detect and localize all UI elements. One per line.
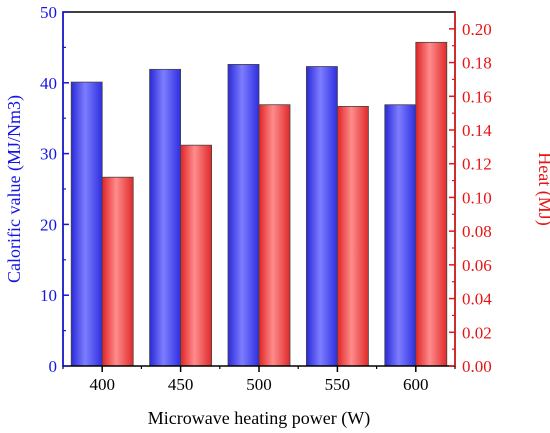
x-tick-label: 450 bbox=[168, 375, 194, 394]
y-right-tick-label: 0.02 bbox=[462, 323, 492, 342]
y-right-tick-label: 0.12 bbox=[462, 155, 492, 174]
y-left-tick-label: 20 bbox=[40, 215, 57, 234]
y-right-tick-label: 0.18 bbox=[462, 54, 492, 73]
y-right-tick-label: 0.14 bbox=[462, 121, 492, 140]
y-left-tick-label: 30 bbox=[40, 145, 57, 164]
bar-left-400 bbox=[70, 81, 103, 367]
y-right-tick-label: 0.16 bbox=[462, 87, 492, 106]
y-left-tick-label: 50 bbox=[40, 3, 57, 22]
y-right-tick-label: 0.08 bbox=[462, 222, 492, 241]
bar-left-600 bbox=[384, 104, 417, 367]
bar-right-500 bbox=[258, 104, 291, 367]
y-left-tick-label: 40 bbox=[40, 74, 57, 93]
y-right-tick-label: 0.10 bbox=[462, 188, 492, 207]
left-axis: 0 10 20 30 40 50 bbox=[40, 3, 69, 376]
y-left-tick-label: 10 bbox=[40, 286, 57, 305]
bar-right-400 bbox=[101, 176, 134, 367]
right-axis: 0.00 0.02 0.04 0.06 0.08 0.10 0.12 0.14 0.16 0.18… bbox=[449, 12, 492, 376]
bar-right-450 bbox=[180, 144, 213, 367]
x-axis-title: Microwave heating power (W) bbox=[148, 408, 370, 429]
y-axis-right-title: Heat (MJ) bbox=[534, 152, 550, 225]
x-tick-label: 600 bbox=[403, 375, 429, 394]
bars-group bbox=[70, 41, 448, 367]
y-axis-left-title: Calorific value (MJ/Nm3) bbox=[4, 95, 25, 283]
x-tick-label: 550 bbox=[325, 375, 351, 394]
y-right-tick-label: 0.06 bbox=[462, 256, 492, 275]
x-tick-label: 400 bbox=[89, 375, 115, 394]
y-left-tick-label: 0 bbox=[49, 357, 58, 376]
x-axis: 400 450 500 550 600 bbox=[62, 366, 456, 394]
y-right-tick-label: 0.00 bbox=[462, 357, 492, 376]
bar-left-450 bbox=[149, 68, 182, 367]
y-right-tick-label: 0.20 bbox=[462, 20, 492, 39]
y-right-tick-label: 0.04 bbox=[462, 290, 492, 309]
bar-right-550 bbox=[336, 106, 369, 367]
bar-left-550 bbox=[305, 66, 338, 367]
bar-right-600 bbox=[415, 41, 448, 367]
bar-left-500 bbox=[227, 63, 260, 367]
x-tick-label: 500 bbox=[246, 375, 272, 394]
